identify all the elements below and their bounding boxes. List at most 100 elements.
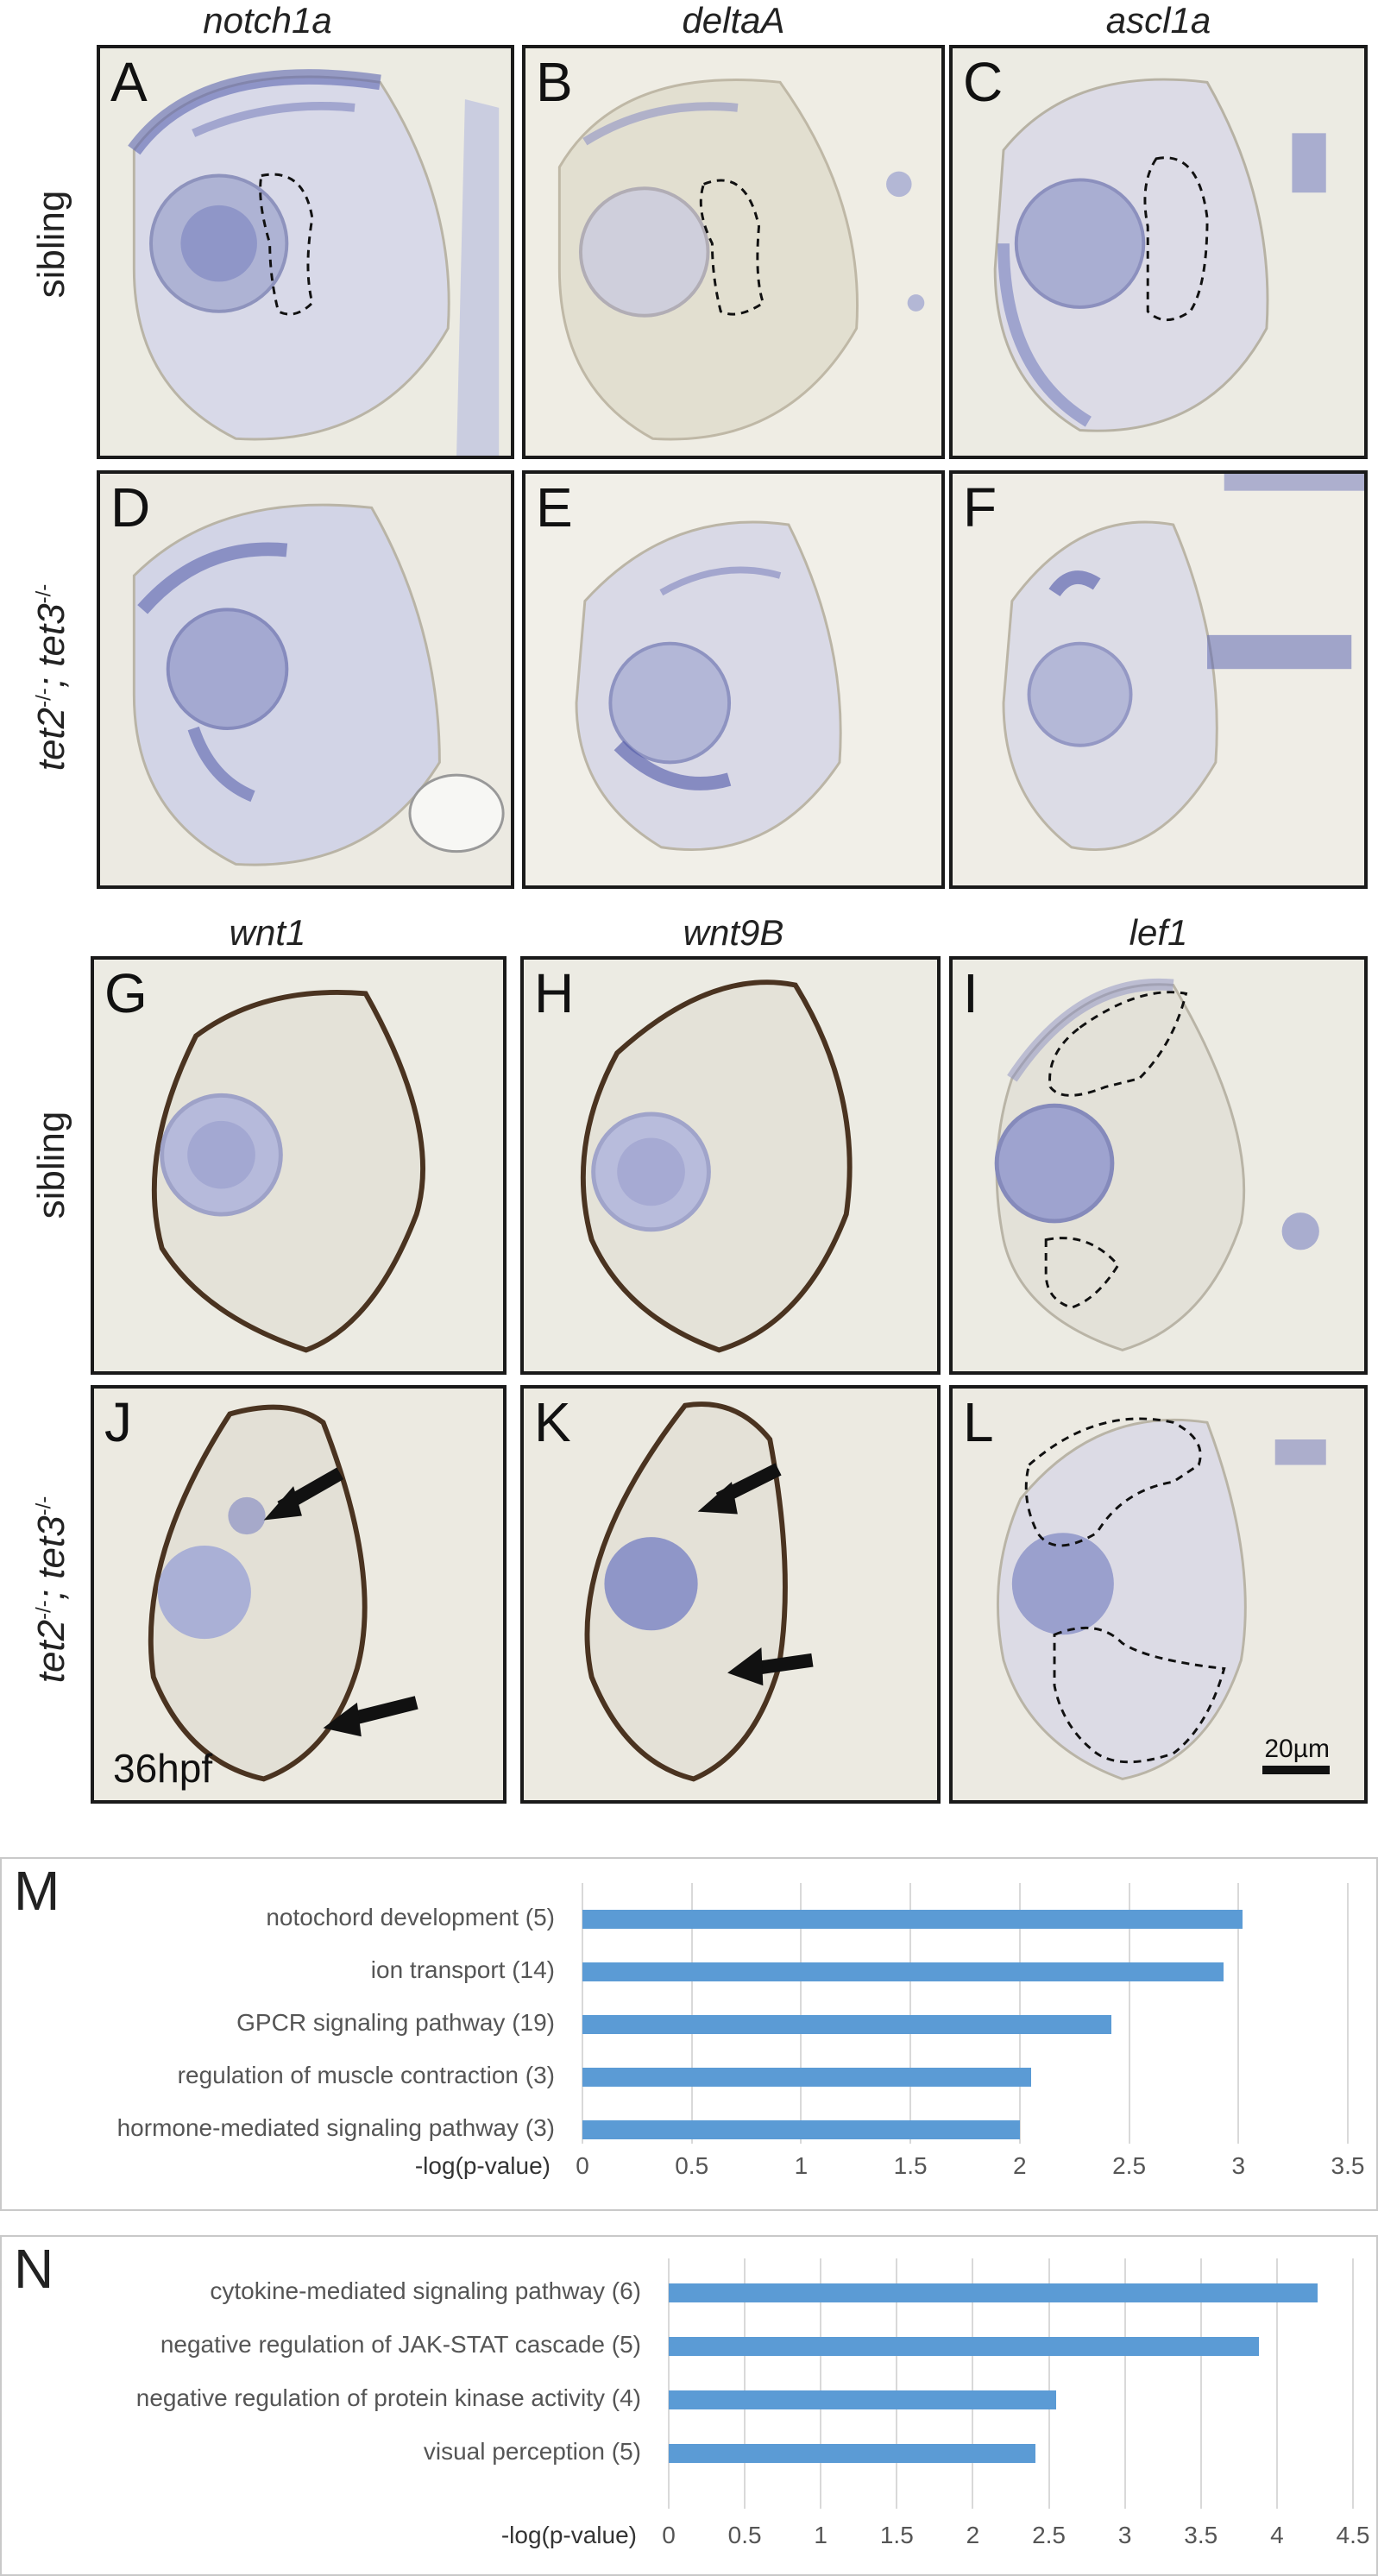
panel-letter: A (110, 51, 148, 113)
panel-H: H (520, 956, 941, 1375)
category-label: regulation of muscle contraction (3) (177, 2062, 555, 2088)
row-label-sibling-top: sibling (30, 190, 72, 299)
panel-letter: E (536, 476, 573, 539)
tick-label: 2 (966, 2522, 980, 2548)
gridline (690, 1883, 693, 2144)
gridline (1237, 1883, 1240, 2144)
scale-bar (1262, 1766, 1330, 1774)
category-label: notochord development (5) (266, 1904, 555, 1930)
tick-label: 0.5 (675, 2152, 709, 2179)
tick-label: 3 (1231, 2152, 1246, 2179)
tick-label: 0.5 (727, 2522, 762, 2548)
panel-letter: G (104, 962, 148, 1024)
bar (669, 2337, 1259, 2356)
bar (582, 1962, 1224, 1981)
tick-label: 0 (576, 2152, 589, 2179)
tick-label: 2.5 (1112, 2152, 1147, 2179)
tick-label: 1.5 (879, 2522, 914, 2548)
x-axis-title: -log(p-value) (414, 2152, 551, 2179)
gridline (1275, 2258, 1278, 2509)
micrograph-deltaA-sibling (525, 48, 941, 456)
panel-letter: I (963, 962, 978, 1024)
tick-label: 1 (814, 2522, 827, 2548)
mutant-gene-a: tet2 (30, 707, 72, 772)
mutant-sup-a: -/- (32, 1600, 56, 1620)
bar (582, 2068, 1031, 2087)
chart-N-box: N 0 0.5 1 1.5 2 2.5 3 3.5 4 4.5 -log(p-value) cytok… (0, 2235, 1378, 2576)
gridline (909, 1883, 912, 2144)
gridline (896, 2258, 898, 2509)
panel-letter: B (536, 51, 573, 113)
bar (582, 1910, 1243, 1929)
panel-J: J 36hpf (91, 1385, 507, 1804)
panel-letter: D (110, 476, 151, 539)
micrograph-lef1-sibling (953, 960, 1364, 1371)
stage-label: 36hpf (113, 1746, 213, 1791)
gridline (1048, 2258, 1050, 2509)
mutant-sup-b: -/- (32, 1496, 56, 1516)
tick-label: 3 (1117, 2522, 1132, 2548)
tick-label: 1 (794, 2152, 809, 2179)
micrograph-ascl1a-mutant (953, 474, 1364, 885)
row-label-mutant-top: tet2-/-; tet3-/- (30, 496, 73, 859)
tick-label: 0 (662, 2522, 676, 2548)
x-axis-title: -log(p-value) (500, 2522, 637, 2548)
micrograph-notch1a-mutant (100, 474, 511, 885)
category-label: cytokine-mediated signaling pathway (6) (210, 2277, 641, 2304)
gridline (582, 1883, 583, 2144)
panel-G: G (91, 956, 507, 1375)
panel-K: K (520, 1385, 941, 1804)
gridline (1199, 2258, 1202, 2509)
gridline (1123, 2258, 1126, 2509)
gene-label-ascl1a: ascl1a (1105, 0, 1211, 41)
gene-label-wnt9B: wnt9B (683, 912, 784, 953)
gridline (744, 2258, 746, 2509)
gridline (1018, 1883, 1021, 2144)
gene-label-deltaA: deltaA (682, 0, 785, 41)
panel-I: I (949, 956, 1368, 1375)
gene-label-wnt1: wnt1 (229, 912, 306, 953)
category-label: hormone-mediated signaling pathway (3) (116, 2114, 555, 2141)
panel-letter: H (534, 962, 575, 1024)
bar (669, 2444, 1035, 2463)
gridline (1128, 1883, 1130, 2144)
panel-letter: K (534, 1391, 571, 1453)
gridline (800, 1883, 802, 2144)
panel-letter: L (963, 1391, 994, 1453)
bar (669, 2390, 1057, 2409)
gridline (668, 2258, 670, 2509)
micrograph-ascl1a-sibling (953, 48, 1364, 456)
tick-label: 3.5 (1331, 2152, 1365, 2179)
mutant-gene-b: ; tet3 (30, 1515, 72, 1601)
mutant-sup-b: -/- (32, 583, 56, 604)
micrograph-wnt9B-mutant (524, 1389, 937, 1800)
mutant-gene-b: ; tet3 (30, 603, 72, 689)
category-label: visual perception (5) (423, 2438, 641, 2465)
panel-E: E (522, 470, 945, 889)
panel-C: C (949, 45, 1368, 459)
chart-letter-N: N (14, 2238, 54, 2300)
micrograph-lef1-mutant (953, 1389, 1364, 1800)
chart-letter-M: M (14, 1860, 60, 1922)
micrograph-deltaA-mutant (525, 474, 941, 885)
gridline (1352, 2258, 1354, 2509)
tick-label: 3.5 (1184, 2522, 1218, 2548)
category-label: negative regulation of JAK-STAT cascade … (160, 2331, 641, 2358)
gridline (820, 2258, 822, 2509)
panel-B: B (522, 45, 945, 459)
tick-label: 4 (1270, 2522, 1284, 2548)
gene-label-lef1: lef1 (1129, 912, 1188, 953)
scale-bar-label: 20µm (1264, 1735, 1330, 1763)
row-label-sibling-bottom: sibling (30, 1111, 72, 1219)
tick-label: 1.5 (893, 2152, 928, 2179)
bar (582, 2015, 1112, 2034)
bar (669, 2283, 1318, 2302)
mutant-sup-a: -/- (32, 688, 56, 708)
panel-D: D (97, 470, 514, 889)
category-label: negative regulation of protein kinase ac… (135, 2384, 641, 2411)
micrograph-notch1a-sibling (100, 48, 511, 456)
row-label-mutant-bottom: tet2-/-; tet3-/- (30, 1408, 73, 1771)
tick-label: 2.5 (1032, 2522, 1067, 2548)
micrograph-wnt1-sibling (94, 960, 503, 1371)
